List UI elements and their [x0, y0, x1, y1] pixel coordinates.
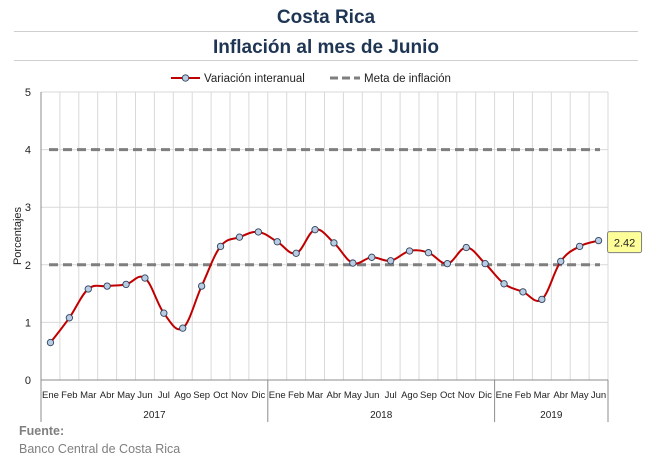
chart-title: Costa Rica: [276, 7, 376, 28]
data-point: [519, 288, 527, 296]
x-tick-label: Abr: [100, 390, 115, 401]
x-tick-label: Feb: [515, 390, 531, 401]
x-tick-label: Dic: [478, 390, 492, 401]
data-point: [500, 280, 508, 288]
data-point: [349, 259, 357, 267]
data-point: [216, 242, 225, 251]
data-point: [557, 257, 565, 265]
data-point: [197, 282, 206, 290]
legend-swatch-marker: [181, 74, 190, 82]
data-point: [103, 282, 111, 290]
x-tick-label: Ene: [496, 390, 513, 401]
y-tick-label: 1: [25, 317, 31, 329]
x-tick-label: Mar: [307, 390, 323, 401]
x-group-label: 2017: [143, 410, 166, 421]
x-tick-label: Ene: [269, 390, 286, 401]
x-tick-label: Ago: [174, 390, 191, 401]
y-tick-label: 0: [25, 375, 31, 387]
x-tick-label: Jun: [591, 390, 606, 401]
x-tick-label: May: [344, 390, 362, 401]
data-point: [368, 253, 376, 261]
value-callout-label: 2.42: [614, 238, 635, 250]
title-divider: [14, 31, 638, 32]
x-tick-label: Mar: [80, 390, 96, 401]
x-tick-label: Oct: [440, 390, 455, 401]
x-tick-label: Jun: [364, 390, 379, 401]
x-tick-label: Jun: [137, 390, 152, 401]
data-point: [84, 285, 92, 293]
data-point: [576, 242, 584, 251]
x-tick-label: Abr: [553, 390, 568, 401]
data-point: [386, 257, 395, 265]
x-tick-label: Nov: [231, 390, 248, 401]
x-tick-label: Oct: [213, 390, 228, 401]
data-point: [141, 274, 149, 282]
x-tick-label: Jul: [385, 390, 397, 401]
data-point: [481, 259, 489, 268]
data-point: [594, 236, 603, 245]
data-point: [235, 233, 244, 241]
x-group-label: 2018: [370, 410, 393, 421]
data-point: [443, 259, 451, 268]
data-point: [122, 280, 130, 289]
data-point: [405, 247, 414, 255]
data-point: [424, 249, 433, 257]
data-point: [179, 324, 187, 332]
x-tick-label: Nov: [458, 390, 475, 401]
data-point: [538, 295, 546, 304]
y-axis-title: Porcentajes: [12, 206, 24, 265]
footer-label: Fuente:: [19, 424, 65, 438]
y-tick-label: 5: [25, 87, 31, 99]
data-point: [462, 243, 470, 252]
y-tick-label: 2: [25, 260, 31, 272]
x-tick-label: Sep: [420, 390, 437, 401]
data-point: [273, 238, 281, 246]
x-tick-label: May: [571, 390, 589, 401]
x-tick-label: Feb: [61, 390, 77, 401]
y-tick-label: 3: [25, 202, 31, 214]
footer-source: Banco Central de Costa Rica: [19, 442, 181, 456]
x-tick-label: Sep: [193, 390, 210, 401]
x-tick-label: Ago: [401, 390, 418, 401]
x-tick-label: Jul: [158, 390, 170, 401]
value-callout: [607, 231, 643, 254]
x-tick-label: Mar: [534, 390, 550, 401]
legend-label: Meta de inflación: [364, 73, 451, 85]
data-point: [160, 309, 168, 317]
data-point: [46, 338, 55, 347]
x-tick-label: Feb: [288, 390, 304, 401]
legend-label: Variación interanual: [204, 73, 305, 85]
x-tick-label: Abr: [327, 390, 342, 401]
chart-subtitle: Inflación al mes de Junio: [213, 37, 439, 58]
x-tick-label: May: [117, 390, 135, 401]
subtitle-divider: [14, 60, 638, 61]
x-group-label: 2019: [540, 410, 563, 421]
x-tick-label: Dic: [251, 390, 265, 401]
data-point: [292, 249, 300, 257]
data-point: [330, 239, 338, 247]
y-tick-label: 4: [25, 145, 31, 157]
x-tick-label: Ene: [42, 390, 59, 401]
data-point: [311, 226, 319, 234]
data-point: [65, 314, 74, 322]
data-point: [254, 228, 263, 236]
